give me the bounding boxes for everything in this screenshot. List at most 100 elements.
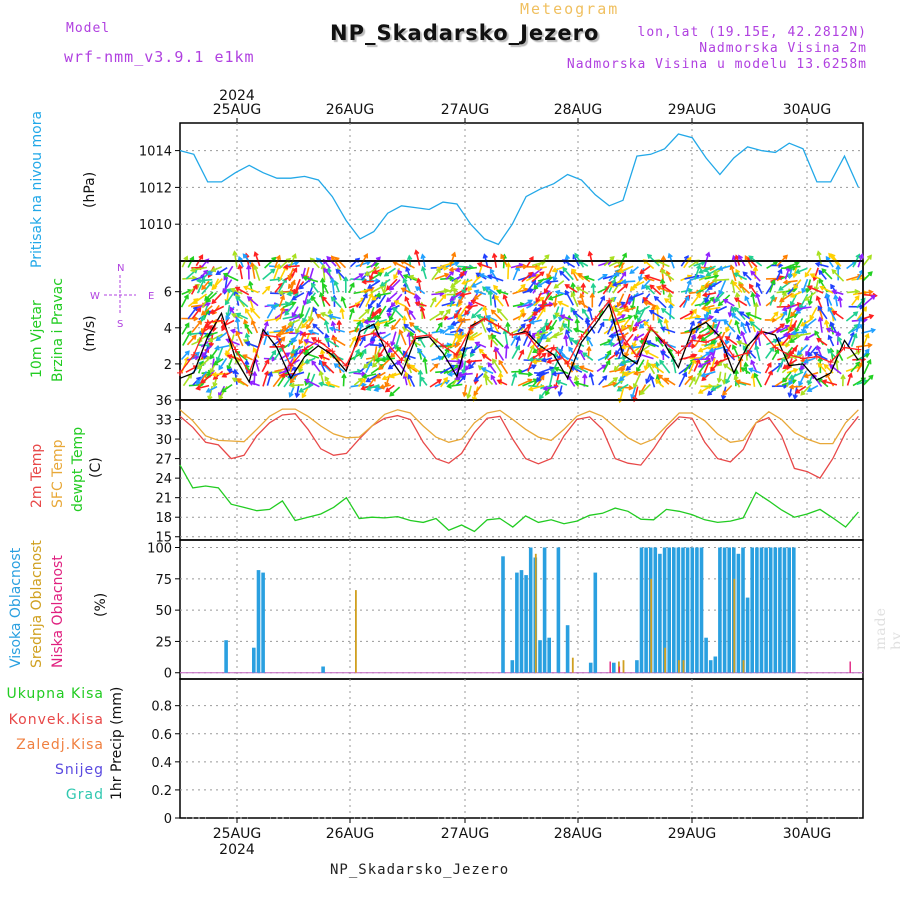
wind-arrow <box>327 268 332 280</box>
wind-arrow <box>365 266 380 276</box>
wind-arrow <box>631 386 637 399</box>
wind-arrow-head <box>867 342 873 349</box>
cloud-mid-bar <box>682 660 685 673</box>
wind-arrow <box>847 290 859 294</box>
wind-arrow <box>781 334 791 346</box>
wind-arrow <box>301 267 306 278</box>
wind-arrow <box>775 269 782 280</box>
wind-arrow <box>373 267 385 274</box>
wind-arrow <box>560 354 574 362</box>
wind-gust-point <box>495 322 502 329</box>
wind-arrow-head <box>496 308 502 314</box>
wind-arrow-head <box>461 279 467 285</box>
wind-arrow <box>348 308 354 320</box>
wind-arrow <box>206 385 218 393</box>
y-tick-label: 30 <box>155 433 172 448</box>
wind-arrow-head <box>358 321 364 328</box>
wind-arrow-head <box>641 284 647 290</box>
wind-arrow <box>739 311 751 320</box>
wind-arrow-head <box>621 324 627 331</box>
wind-arrow <box>552 266 565 272</box>
wind-arrow-head <box>616 386 622 392</box>
wind-gust-point <box>800 355 807 362</box>
wind-arrow-head <box>367 304 373 310</box>
wind-arrow <box>558 385 563 396</box>
wind-arrow-head <box>383 271 390 277</box>
wind-arrow-head <box>804 296 810 301</box>
wind-arrow-head <box>528 356 534 363</box>
wind-arrow <box>414 325 428 335</box>
wind-arrow-head <box>543 288 549 294</box>
wind-arrow <box>654 296 667 309</box>
wind-arrow <box>639 265 652 274</box>
wind-arrow <box>235 286 250 296</box>
wind-arrow <box>180 350 190 361</box>
wind-arrow-head <box>235 295 241 301</box>
wind-arrow-head <box>318 370 324 376</box>
wind-arrow-head <box>690 333 696 340</box>
wind-arrow-head <box>287 283 293 290</box>
wind-arrow <box>370 285 385 294</box>
wind-arrow <box>765 347 775 359</box>
wind-arrow <box>614 356 627 360</box>
wind-arrow-head <box>343 276 349 282</box>
wind-arrow-head <box>473 294 479 300</box>
wind-arrow <box>715 291 725 302</box>
wind-arrow <box>522 378 538 387</box>
wind-arrow-head <box>225 315 231 321</box>
wind-arrow-head <box>532 310 538 316</box>
wind-arrow-head <box>752 265 759 272</box>
wind-arrow-head <box>723 319 729 325</box>
wind-arrow-head <box>455 341 461 348</box>
wind-arrow <box>305 378 320 388</box>
wind-gust-point <box>204 319 211 326</box>
wind-arrow <box>703 292 717 296</box>
wind-arrow <box>786 307 792 323</box>
wind-arrow-head <box>357 377 364 383</box>
wind-arrow-head <box>696 334 703 340</box>
wind-arrow-head <box>572 327 579 333</box>
wind-arrow <box>698 325 712 334</box>
wind-arrow <box>756 282 763 295</box>
wind-ylabel-2: Brzina i Pravac <box>50 278 66 382</box>
precip-ylabel: 1hr Precip (mm) <box>109 686 125 800</box>
wind-arrow <box>331 278 335 295</box>
model-altitude-text: Nadmorska Visina u modelu 13.6258m <box>566 57 867 72</box>
wind-arrow <box>784 279 798 284</box>
wind-arrow <box>404 324 416 334</box>
wind-arrow <box>349 336 357 348</box>
wind-arrow-head <box>416 347 422 354</box>
wind-arrow-head <box>620 344 626 350</box>
wind-arrow-head <box>320 263 327 270</box>
wind-arrow <box>325 338 340 348</box>
wind-arrow-head <box>230 313 237 318</box>
wind-arrow <box>435 316 448 321</box>
wind-arrow <box>546 320 553 330</box>
wind-arrow-head <box>307 290 314 297</box>
wind-ylabel-1: 10m Vjetar <box>29 300 45 378</box>
wind-arrow-head <box>803 335 810 341</box>
wind-arrow <box>389 279 401 291</box>
wind-arrow-head <box>281 324 287 331</box>
wind-arrow <box>532 307 544 316</box>
wind-arrow <box>392 307 405 320</box>
wind-arrow <box>376 292 391 297</box>
y-tick-label: 24 <box>155 472 172 487</box>
wind-arrow <box>617 383 629 392</box>
wind-arrow <box>630 266 639 274</box>
wind-arrow <box>363 287 374 294</box>
wind-arrow-head <box>623 304 629 310</box>
wind-arrow <box>191 275 205 282</box>
wind-arrow <box>740 331 748 347</box>
wind-arrow <box>743 271 752 281</box>
wind-gust-point <box>564 360 571 367</box>
wind-arrow <box>658 374 670 385</box>
wind-arrow-head <box>244 359 250 365</box>
wind-arrow-head <box>789 326 795 333</box>
wind-arrow <box>390 372 401 378</box>
pressure-ylabel: Pritisak na nivou mora <box>29 110 45 268</box>
wind-arrow <box>769 311 779 322</box>
wind-arrow <box>832 310 844 320</box>
wind-arrow-head <box>374 324 380 331</box>
wind-arrow-head <box>212 382 218 388</box>
